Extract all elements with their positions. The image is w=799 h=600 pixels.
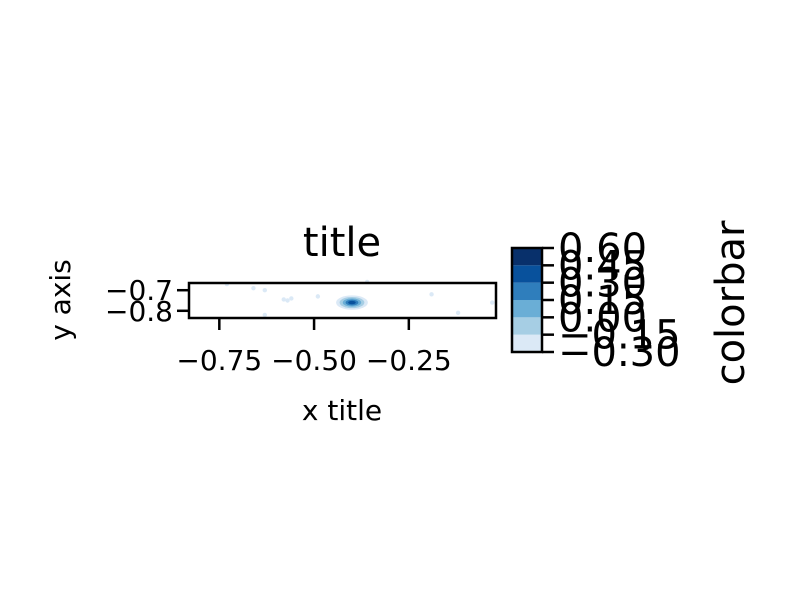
plot-area [187,279,498,320]
colorbar-tick-label: 0.30 [558,261,647,307]
scatter-marks [224,279,495,318]
colorbar-label: colorbar [708,220,754,385]
scatter-point [285,298,290,303]
peak-contour-level [348,300,356,305]
colorbar: −0.30−0.150.000.150.300.450.60 [510,226,681,376]
x-axis-label: x title [302,394,382,427]
colorbar-band [512,282,542,300]
x-tick-label: −0.50 [271,344,357,377]
colorbar-tick-label: 0.60 [558,226,647,272]
colorbar-band [512,317,542,335]
scatter-point [281,297,286,302]
x-tick-label: −0.75 [176,344,262,377]
colorbar-frame [510,246,544,354]
colorbar-tick-label: −0.30 [558,330,681,376]
colorbar-tick-label: −0.15 [558,313,681,359]
colorbar-tick-label: 0.15 [558,278,647,324]
scatter-point [455,310,461,316]
y-tick-label: −0.7 [105,274,173,307]
y-axis-label: y axis [44,259,77,341]
colorbar-band [512,300,542,318]
scatter-point [289,296,294,301]
colorbar-band [512,334,542,352]
colorbar-band [512,265,542,283]
y-tick-label: −0.8 [105,295,173,328]
colorbar-tick-label: 0.45 [558,243,647,289]
scatter-point [315,294,321,299]
chart-title: title [303,220,381,266]
y-axis: −0.7−0.8 [105,274,189,328]
scatter-point [429,292,434,297]
scatter-point [262,312,268,318]
colorbar-tick-label: 0.00 [558,295,647,341]
plot-frame [187,281,498,320]
colorbar-band [512,248,542,266]
scatter-point [262,288,268,293]
scatter-point [251,285,256,291]
x-tick-label: −0.25 [366,344,452,377]
x-axis: −0.75 −0.50 −0.25 [176,318,452,377]
scatter-point [490,300,495,305]
